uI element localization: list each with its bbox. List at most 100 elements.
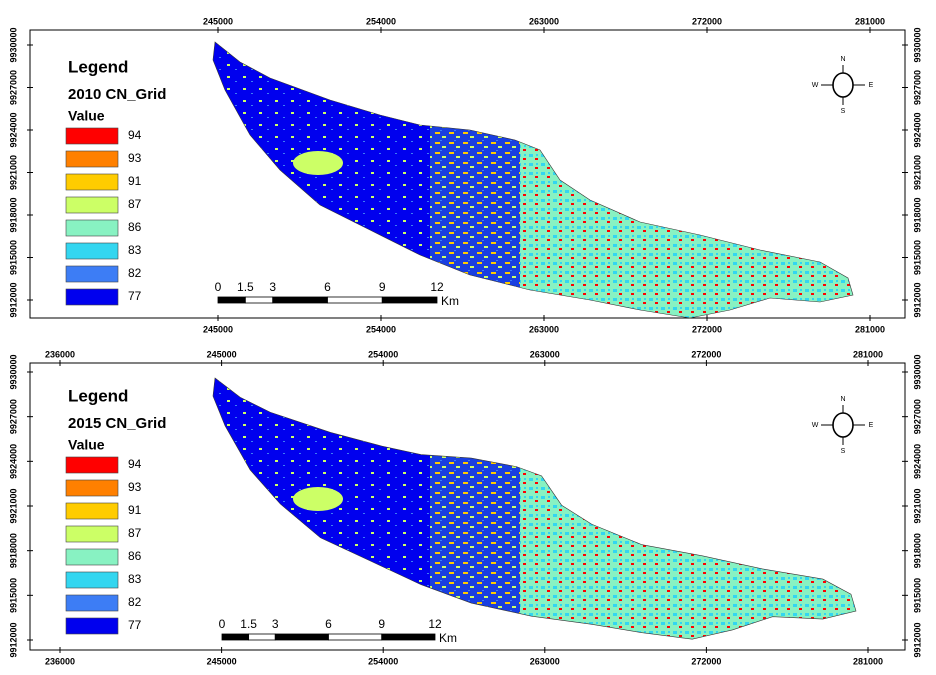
y-coord-label: 9918000 [8, 533, 18, 568]
map-panel: 236000 245000 254000 263000 272000 281000 2360… [8, 349, 922, 666]
scale-segment [249, 634, 276, 640]
compass-e: E [869, 422, 874, 429]
scale-label: 12 [430, 280, 444, 294]
x-coord-label: 245000 [203, 324, 233, 334]
zone-east [520, 30, 870, 330]
scale-segment [382, 634, 435, 640]
y-coord-label: 9912000 [8, 282, 18, 317]
legend-swatch [66, 289, 118, 305]
x-coord-label: 272000 [691, 656, 721, 666]
scale-segment [328, 297, 383, 303]
legend-swatch [66, 480, 118, 496]
legend-swatch [66, 457, 118, 473]
legend-swatch [66, 174, 118, 190]
x-coord-label: 263000 [529, 16, 559, 26]
patch [293, 487, 343, 511]
legend-swatch [66, 618, 118, 634]
y-coord-label: 9927000 [8, 399, 18, 434]
legend-label: 83 [128, 243, 142, 257]
legend-label: 94 [128, 457, 142, 471]
y-coord-label: 9924000 [8, 112, 18, 147]
zone-mid [430, 366, 520, 666]
legend-field: Value [68, 437, 105, 453]
scale-label: 9 [378, 617, 385, 631]
legend-layer: 2015 CN_Grid [68, 415, 166, 432]
scale-label: 0 [215, 280, 222, 294]
legend-swatch [66, 197, 118, 213]
x-coord-label: 272000 [692, 324, 722, 334]
scale-segment [245, 297, 272, 303]
y-coord-label: 9915000 [8, 240, 18, 275]
y-coord-label: 9924000 [912, 112, 922, 147]
compass-ring [833, 73, 853, 97]
compass-n: N [840, 56, 845, 63]
legend-swatch [66, 243, 118, 259]
y-coord-label: 9918000 [8, 197, 18, 232]
legend-swatch [66, 266, 118, 282]
scale-label: 3 [269, 280, 276, 294]
x-coord-label: 281000 [855, 16, 885, 26]
compass-s: S [841, 448, 846, 455]
y-coord-label: 9918000 [912, 533, 922, 568]
scale-unit: Km [439, 631, 457, 645]
y-coord-label: 9915000 [912, 578, 922, 613]
x-coord-label: 254000 [368, 656, 398, 666]
legend-label: 82 [128, 266, 142, 280]
scale-label: 6 [325, 617, 332, 631]
y-coord-label: 9927000 [912, 399, 922, 434]
legend-label: 91 [128, 174, 142, 188]
legend-title: Legend [68, 57, 128, 76]
x-coord-label: 272000 [692, 16, 722, 26]
watershed [200, 366, 870, 666]
y-coord-label: 9924000 [912, 444, 922, 479]
scale-segment [382, 297, 437, 303]
compass-e: E [869, 82, 874, 89]
y-coord-label: 9927000 [912, 70, 922, 105]
legend-label: 87 [128, 197, 142, 211]
y-coord-label: 9912000 [8, 622, 18, 657]
x-coord-label: 263000 [530, 349, 560, 359]
y-coord-label: 9921000 [8, 488, 18, 523]
x-coord-label: 263000 [529, 324, 559, 334]
watershed [200, 30, 870, 330]
x-coord-label: 254000 [366, 16, 396, 26]
legend-label: 93 [128, 151, 142, 165]
legend-label: 91 [128, 503, 142, 517]
y-coord-label: 9915000 [8, 578, 18, 613]
x-coord-label: 236000 [45, 349, 75, 359]
scale-label: 12 [428, 617, 442, 631]
map-page: 245000 254000 263000 272000 281000 245000 2540… [0, 0, 936, 675]
scale-label: 6 [324, 280, 331, 294]
x-coord-label: 281000 [853, 656, 883, 666]
compass-n: N [840, 396, 845, 403]
scale-segment [329, 634, 382, 640]
legend-label: 77 [128, 618, 142, 632]
x-coord-label: 254000 [366, 324, 396, 334]
x-coord-label: 254000 [368, 349, 398, 359]
y-coord-label: 9912000 [912, 282, 922, 317]
y-coord-label: 9927000 [8, 70, 18, 105]
y-coord-label: 9930000 [912, 354, 922, 389]
legend-swatch [66, 526, 118, 542]
y-coord-label: 9921000 [8, 155, 18, 190]
scale-label: 3 [272, 617, 279, 631]
x-coord-label: 245000 [207, 349, 237, 359]
scale-segment [275, 634, 328, 640]
legend-swatch [66, 549, 118, 565]
legend-swatch [66, 595, 118, 611]
x-coord-label: 281000 [853, 349, 883, 359]
legend-field: Value [68, 108, 105, 124]
x-coord-label: 236000 [45, 656, 75, 666]
y-coord-label: 9924000 [8, 444, 18, 479]
legend-label: 86 [128, 220, 142, 234]
compass-ring [833, 413, 853, 437]
scale-label: 0 [219, 617, 226, 631]
x-coord-label: 245000 [207, 656, 237, 666]
x-coord-label: 281000 [855, 324, 885, 334]
compass-w: W [812, 422, 819, 429]
legend-label: 77 [128, 289, 142, 303]
legend-label: 86 [128, 549, 142, 563]
zone-east [520, 366, 870, 666]
legend-swatch [66, 572, 118, 588]
